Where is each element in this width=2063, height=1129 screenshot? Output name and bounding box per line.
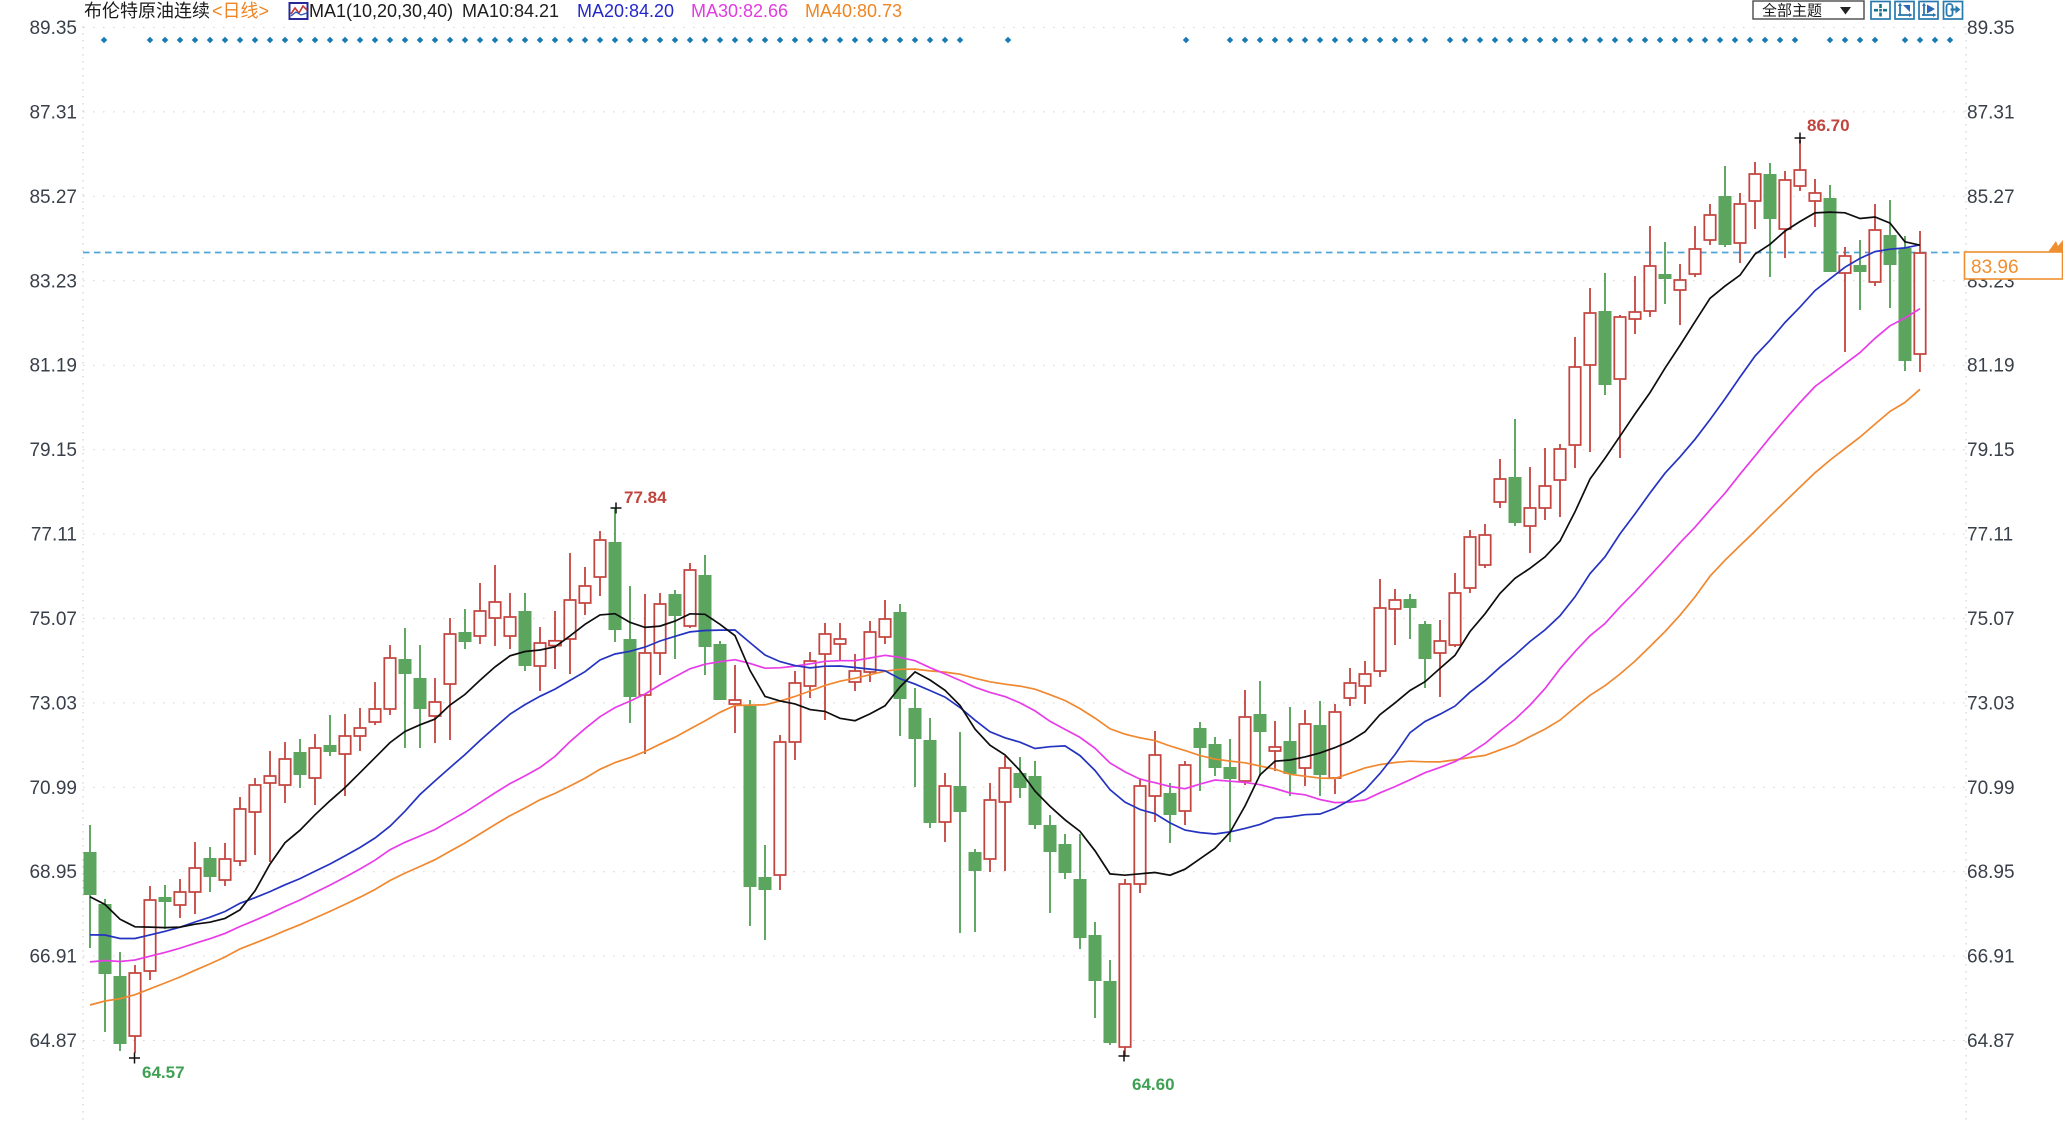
- svg-text:MA20:84.20: MA20:84.20: [577, 1, 674, 21]
- svg-text:75.07: 75.07: [1967, 609, 2015, 630]
- svg-text:70.99: 70.99: [1967, 778, 2015, 799]
- svg-text:73.03: 73.03: [29, 693, 77, 714]
- svg-text:MA30:82.66: MA30:82.66: [691, 1, 788, 21]
- svg-text:MA1(10,20,30,40): MA1(10,20,30,40): [309, 1, 453, 21]
- svg-text:89.35: 89.35: [1967, 18, 2015, 39]
- svg-text:83.96: 83.96: [1971, 257, 2019, 278]
- svg-text:83.23: 83.23: [29, 271, 77, 292]
- svg-text:79.15: 79.15: [1967, 440, 2015, 461]
- svg-text:64.60: 64.60: [1132, 1075, 1175, 1094]
- svg-text:MA10:84.21: MA10:84.21: [462, 1, 559, 21]
- svg-text:75.07: 75.07: [29, 609, 77, 630]
- svg-text:68.95: 68.95: [29, 862, 77, 883]
- svg-text:<日线>: <日线>: [212, 1, 269, 21]
- svg-text:89.35: 89.35: [29, 18, 77, 39]
- svg-text:全部主题: 全部主题: [1762, 2, 1822, 20]
- svg-text:70.99: 70.99: [29, 778, 77, 799]
- svg-text:87.31: 87.31: [1967, 102, 2015, 123]
- svg-text:85.27: 85.27: [29, 187, 77, 208]
- svg-text:64.57: 64.57: [142, 1063, 185, 1082]
- svg-text:68.95: 68.95: [1967, 862, 2015, 883]
- svg-text:73.03: 73.03: [1967, 693, 2015, 714]
- svg-text:布伦特原油连续: 布伦特原油连续: [84, 1, 210, 21]
- svg-text:87.31: 87.31: [29, 102, 77, 123]
- svg-text:81.19: 81.19: [29, 356, 77, 377]
- svg-text:64.87: 64.87: [1967, 1031, 2015, 1052]
- svg-text:77.11: 77.11: [1967, 525, 2013, 546]
- svg-text:77.11: 77.11: [31, 525, 77, 546]
- svg-text:81.19: 81.19: [1967, 356, 2015, 377]
- svg-text:77.84: 77.84: [624, 488, 667, 507]
- svg-text:79.15: 79.15: [29, 440, 77, 461]
- svg-text:64.87: 64.87: [29, 1031, 77, 1052]
- svg-text:66.91: 66.91: [1967, 947, 2015, 968]
- svg-text:66.91: 66.91: [29, 947, 77, 968]
- svg-text:86.70: 86.70: [1807, 116, 1850, 135]
- svg-text:85.27: 85.27: [1967, 187, 2015, 208]
- svg-text:MA40:80.73: MA40:80.73: [805, 1, 902, 21]
